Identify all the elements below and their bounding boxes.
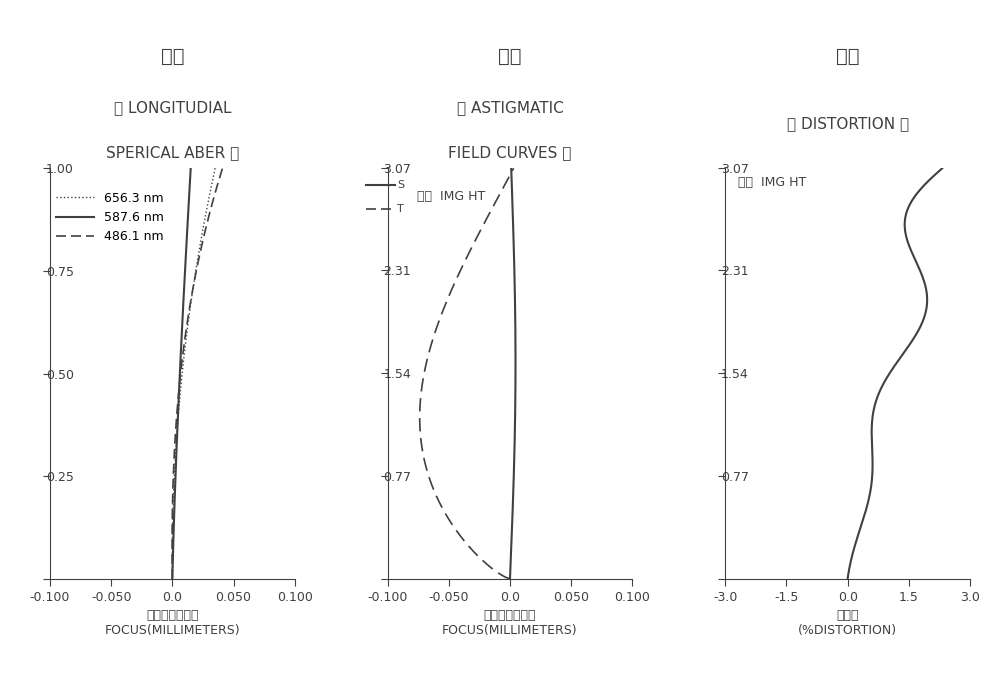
- Text: 像散: 像散: [498, 46, 522, 66]
- 656.3 nm: [166, 573, 178, 581]
- Text: 球差: 球差: [161, 46, 184, 66]
- Text: 【 ASTIGMATIC: 【 ASTIGMATIC: [457, 100, 563, 115]
- Legend: 656.3 nm, 587.6 nm, 486.1 nm: 656.3 nm, 587.6 nm, 486.1 nm: [51, 187, 169, 248]
- 486.1 nm: [179, 332, 191, 340]
- 486.1 nm: [166, 573, 178, 581]
- Text: FIELD CURVES 】: FIELD CURVES 】: [448, 145, 572, 160]
- 656.3 nm: [166, 575, 178, 583]
- 656.3 nm: [181, 330, 193, 339]
- Line: 486.1 nm: 486.1 nm: [172, 168, 222, 579]
- 656.3 nm: [201, 203, 213, 211]
- Text: S: S: [397, 180, 405, 190]
- 587.6 nm: [176, 332, 188, 340]
- 656.3 nm: [182, 324, 194, 332]
- 587.6 nm: [176, 324, 188, 332]
- 587.6 nm: [185, 164, 197, 172]
- Line: 587.6 nm: 587.6 nm: [172, 168, 191, 579]
- Text: 像高  IMG HT: 像高 IMG HT: [738, 176, 806, 189]
- 587.6 nm: [166, 575, 178, 583]
- Text: 【 DISTORTION 】: 【 DISTORTION 】: [787, 116, 909, 131]
- X-axis label: 歪曲率
(%DISTORTION): 歪曲率 (%DISTORTION): [798, 609, 897, 637]
- Text: T: T: [397, 205, 404, 214]
- Line: 656.3 nm: 656.3 nm: [172, 168, 215, 579]
- X-axis label: 焦点（偏移量）
FOCUS(MILLIMETERS): 焦点（偏移量） FOCUS(MILLIMETERS): [105, 609, 240, 637]
- 486.1 nm: [179, 330, 191, 339]
- 486.1 nm: [216, 164, 228, 172]
- 587.6 nm: [176, 330, 188, 339]
- Text: 【 LONGITUDIAL: 【 LONGITUDIAL: [114, 100, 231, 115]
- 486.1 nm: [180, 324, 192, 332]
- Text: SPERICAL ABER 】: SPERICAL ABER 】: [106, 145, 239, 160]
- 587.6 nm: [181, 229, 193, 237]
- 486.1 nm: [166, 575, 178, 583]
- 587.6 nm: [166, 573, 178, 581]
- 587.6 nm: [183, 203, 195, 211]
- 656.3 nm: [196, 229, 208, 237]
- Text: 像高  IMG HT: 像高 IMG HT: [417, 190, 485, 203]
- 656.3 nm: [180, 332, 192, 340]
- 656.3 nm: [209, 164, 221, 172]
- Text: 歪曲: 歪曲: [836, 46, 859, 66]
- 486.1 nm: [205, 203, 217, 211]
- X-axis label: 焦点（偏移量）
FOCUS(MILLIMETERS): 焦点（偏移量） FOCUS(MILLIMETERS): [442, 609, 578, 637]
- 486.1 nm: [199, 229, 211, 237]
